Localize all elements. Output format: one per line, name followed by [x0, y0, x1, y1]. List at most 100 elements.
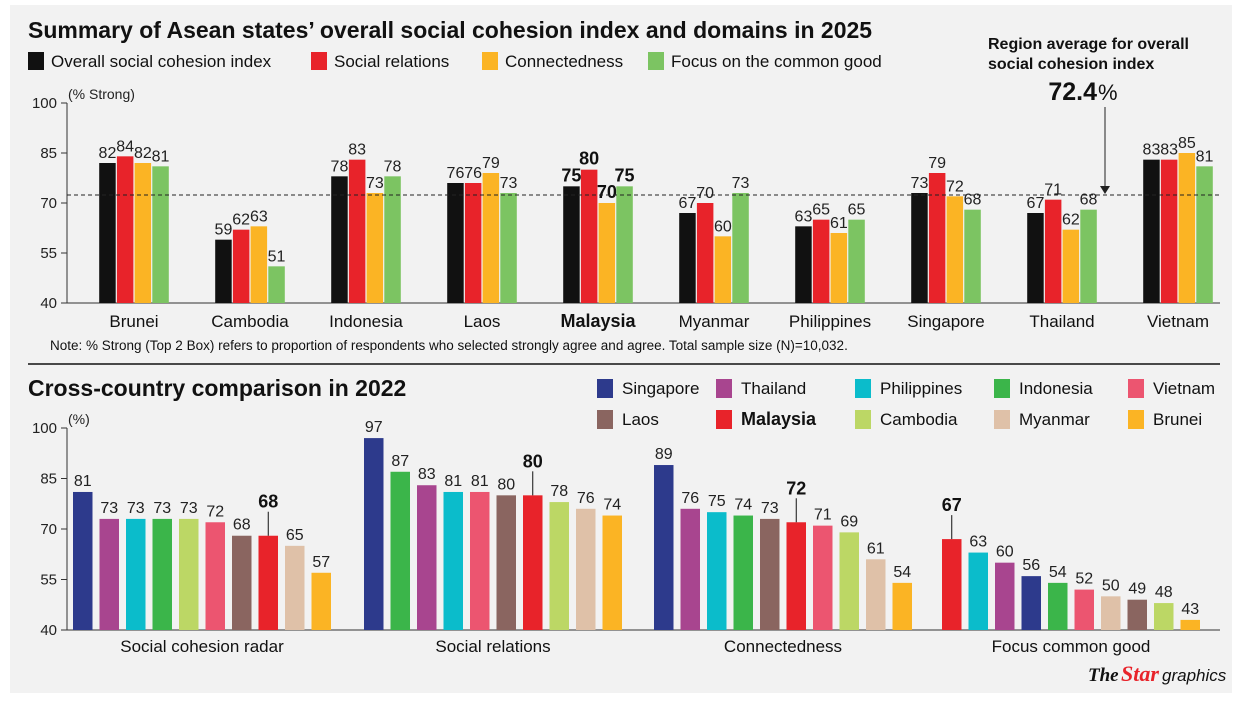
top-bar-value-label: 70 — [597, 182, 617, 202]
bottom-bar — [364, 438, 384, 630]
bottom-legend-swatch — [716, 379, 732, 398]
bottom-legend-label: Malaysia — [741, 409, 817, 429]
bottom-legend-swatch — [716, 410, 732, 429]
top-bar — [1143, 159, 1160, 303]
bottom-bar — [654, 465, 674, 630]
bottom-bar — [813, 525, 833, 630]
top-category-label: Brunei — [109, 312, 158, 331]
top-bar-value-label: 68 — [964, 192, 982, 209]
top-bar — [795, 226, 812, 303]
bottom-bar-value-label: 97 — [365, 419, 383, 436]
top-bar — [500, 193, 517, 303]
top-category-label: Singapore — [907, 312, 985, 331]
top-bar-value-label: 76 — [464, 165, 482, 182]
top-bar — [331, 176, 348, 303]
bottom-bar — [258, 535, 278, 630]
star-graphics-logo: The Star graphics — [1088, 661, 1227, 686]
top-bar-value-label: 82 — [134, 145, 152, 162]
bottom-group-label: Focus common good — [992, 637, 1151, 656]
bottom-group-label: Connectedness — [724, 637, 842, 656]
top-category-label: Indonesia — [329, 312, 403, 331]
bottom-y-tick-label: 100 — [32, 420, 57, 437]
bottom-bar-value-label: 76 — [681, 490, 699, 507]
top-bar-value-label: 62 — [232, 212, 250, 229]
bottom-bar-value-label: 80 — [523, 451, 543, 471]
bottom-bar — [1154, 603, 1174, 630]
top-chart-title: Summary of Asean states’ overall social … — [28, 17, 872, 43]
infographic-svg: Summary of Asean states’ overall social … — [28, 17, 1227, 686]
top-bar — [696, 203, 714, 303]
bottom-chart-title: Cross-country comparison in 2022 — [28, 375, 406, 401]
bottom-bar-value-label: 81 — [471, 473, 489, 490]
bottom-bar-value-label: 73 — [761, 500, 779, 517]
logo-star: Star — [1121, 661, 1159, 686]
bottom-bar — [1180, 619, 1200, 630]
top-bar-value-label: 80 — [579, 149, 599, 169]
top-legend-swatch — [311, 52, 327, 70]
bottom-legend-label: Cambodia — [880, 410, 958, 429]
top-bar — [732, 193, 749, 303]
top-bar — [268, 266, 285, 303]
top-bar-value-label: 59 — [215, 222, 233, 239]
top-bar-value-label: 60 — [714, 218, 732, 235]
bottom-bar-value-label: 74 — [734, 497, 752, 514]
top-legend: Overall social cohesion index Social rela… — [28, 52, 882, 71]
top-bar — [1044, 199, 1062, 303]
top-y-tick-label: 70 — [40, 195, 57, 212]
bottom-bar — [1021, 576, 1041, 630]
region-average-percent: % — [1098, 80, 1118, 105]
bottom-bar-value-label: 43 — [1181, 601, 1199, 618]
bottom-bar-value-label: 72 — [206, 503, 224, 520]
bottom-bar-value-label: 89 — [655, 446, 673, 463]
region-average-arrowhead — [1100, 186, 1110, 194]
bottom-bar-value-label: 80 — [497, 476, 515, 493]
top-bar — [1178, 153, 1196, 303]
bottom-bar — [602, 515, 622, 630]
bottom-bar — [839, 532, 859, 630]
top-bar-value-label: 83 — [1143, 142, 1161, 159]
bottom-legend-label: Laos — [622, 410, 659, 429]
top-bar-value-label: 83 — [1160, 142, 1178, 159]
bottom-bar — [995, 562, 1015, 630]
top-bar-value-label: 73 — [500, 175, 518, 192]
bottom-bar — [760, 518, 780, 630]
top-legend-label: Social relations — [334, 52, 449, 71]
logo-graphics: graphics — [1162, 666, 1227, 685]
bottom-bar — [126, 518, 146, 630]
top-bar-value-label: 79 — [928, 155, 946, 172]
bottom-legend-label: Philippines — [880, 379, 962, 398]
top-bar — [1027, 213, 1044, 303]
bottom-y-tick-label: 55 — [40, 572, 57, 589]
bottom-bar-value-label: 61 — [867, 540, 885, 557]
bottom-bar-value-label: 69 — [840, 513, 858, 530]
bottom-bar-value-label: 63 — [969, 534, 987, 551]
bottom-bar-value-label: 78 — [550, 483, 568, 500]
bottom-bar — [496, 495, 516, 630]
bottom-bar — [1074, 589, 1094, 630]
bottom-bar — [942, 539, 962, 630]
bottom-bar — [443, 491, 463, 630]
region-average-label-line1: Region average for overall — [988, 36, 1189, 53]
top-bar-value-label: 81 — [1196, 148, 1214, 165]
top-category-label: Myanmar — [679, 312, 750, 331]
bottom-group-label: Social cohesion radar — [120, 637, 284, 656]
top-bar — [1062, 229, 1080, 303]
top-y-tick-label: 100 — [32, 95, 57, 112]
bottom-bar-value-label: 81 — [74, 473, 92, 490]
top-bar — [215, 239, 232, 303]
bottom-unit-label: (%) — [68, 411, 90, 427]
top-bar-value-label: 67 — [1027, 195, 1045, 212]
top-y-tick-label: 85 — [40, 145, 57, 162]
top-bar-value-label: 62 — [1062, 212, 1080, 229]
top-bar — [598, 203, 616, 303]
bottom-legend-label: Indonesia — [1019, 379, 1093, 398]
bottom-bar — [1127, 599, 1147, 630]
top-bar — [99, 163, 116, 303]
top-category-label: Vietnam — [1147, 312, 1209, 331]
bottom-bar — [417, 485, 437, 630]
bottom-bar — [866, 559, 886, 630]
bottom-bar-value-label: 65 — [286, 527, 304, 544]
top-bar — [464, 183, 482, 303]
infographic-panel: Summary of Asean states’ overall social … — [10, 5, 1232, 693]
